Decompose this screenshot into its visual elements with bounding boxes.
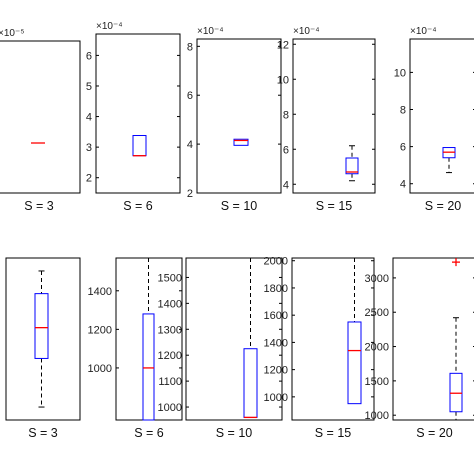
- y-tick-label: 1500: [158, 272, 182, 284]
- x-axis-label: S = 20: [416, 426, 453, 440]
- y-tick-label: 1400: [88, 286, 112, 298]
- y-tick-label: 10: [394, 67, 406, 79]
- box: [233, 138, 249, 146]
- panel-3: 2 4 6 8 ×10⁻⁴ S = 10: [187, 26, 282, 213]
- y-tick-label: 6: [283, 144, 289, 156]
- y-tick-label: 1200: [88, 324, 112, 336]
- y-tick-label: 2000: [264, 256, 288, 268]
- x-axis-label: S = 15: [316, 199, 353, 213]
- plot-frame: [185, 257, 283, 421]
- y-tick-label: 5: [86, 81, 92, 93]
- y-tick-label: 3: [86, 142, 92, 154]
- y-tick-label: 1500: [365, 376, 389, 388]
- x-axis-label: S = 6: [134, 426, 164, 440]
- panel-4: 4 6 8 10 12 ×10⁻⁴ S = 15: [277, 26, 376, 213]
- y-tick-label: 8: [283, 109, 289, 121]
- y-tick-label: 4: [86, 112, 92, 124]
- box: [449, 372, 463, 413]
- panel-5: 4 6 8 10 ×10⁻⁴ S = 20: [394, 26, 474, 213]
- y-tick-label: 4: [400, 179, 406, 191]
- plot-frame: [5, 257, 81, 421]
- y-tick-label: 1200: [264, 365, 288, 377]
- box: [34, 293, 49, 359]
- y-tick-label: 10: [277, 74, 289, 86]
- panel-8: 1000 1100 1200 1300 1400 1500 S = 10: [158, 257, 283, 440]
- box: [243, 348, 258, 418]
- y-tick-label: 1000: [365, 410, 389, 422]
- y-tick-label: 1000: [88, 363, 112, 375]
- y-tick-label: 1400: [158, 298, 182, 310]
- y-tick-label: 3000: [365, 273, 389, 285]
- box: [345, 157, 359, 175]
- x-axis-label: S = 20: [425, 199, 462, 213]
- x-axis-label: S = 15: [315, 426, 352, 440]
- panel-10: 1000 1500 2000 2500 3000 S = 20: [365, 257, 474, 440]
- y-tick-label: 6: [86, 50, 92, 62]
- box: [142, 313, 155, 421]
- y-tick-label: 2: [187, 188, 193, 200]
- box: [132, 135, 147, 157]
- y-tick-label: 1400: [264, 337, 288, 349]
- panel-9: 1000 1200 1400 1600 1800 2000 S = 15: [264, 256, 375, 440]
- y-tick-label: 1000: [264, 392, 288, 404]
- axis-exponent-label: ×10⁻⁴: [96, 21, 123, 32]
- plot-frame: [292, 38, 376, 194]
- box: [347, 321, 362, 405]
- y-tick-label: 2500: [365, 307, 389, 319]
- x-axis-label: S = 6: [123, 199, 153, 213]
- plot-frame: [95, 33, 181, 194]
- plot-frame: [409, 38, 474, 194]
- y-tick-label: 1200: [158, 350, 182, 362]
- y-tick-label: 1100: [158, 376, 182, 388]
- x-axis-label: S = 10: [221, 199, 258, 213]
- y-tick-label: 1600: [264, 310, 288, 322]
- plot-frame: [392, 257, 474, 421]
- y-tick-label: 6: [187, 90, 193, 102]
- y-tick-label: 8: [400, 105, 406, 117]
- y-tick-label: 4: [283, 179, 289, 191]
- plot-frame: [0, 40, 81, 194]
- plot-frame: [291, 257, 375, 421]
- y-tick-label: 12: [277, 39, 289, 51]
- y-tick-label: 2: [86, 173, 92, 185]
- y-tick-label: 2000: [365, 342, 389, 354]
- y-tick-label: 4: [187, 139, 193, 151]
- y-tick-label: 6: [400, 142, 406, 154]
- plot-frame: [196, 38, 282, 194]
- panel-6: S = 3: [5, 257, 81, 440]
- y-tick-label: 1000: [158, 402, 182, 414]
- axis-exponent-label: ×10⁻⁵: [0, 28, 24, 39]
- x-axis-label: S = 10: [216, 426, 253, 440]
- axis-exponent-label: ×10⁻⁴: [410, 26, 437, 37]
- panel-7: 1000 1200 1400 S = 6: [88, 257, 183, 440]
- y-tick-label: 8: [187, 41, 193, 53]
- panel-2: 2 3 4 5 6 ×10⁻⁴ S = 6: [86, 21, 181, 213]
- panel-1: ×10⁻⁵ S = 3: [0, 28, 81, 213]
- y-tick-label: 1800: [264, 283, 288, 295]
- x-axis-label: S = 3: [28, 426, 58, 440]
- y-tick-label: 1300: [158, 324, 182, 336]
- x-axis-label: S = 3: [24, 199, 54, 213]
- axis-exponent-label: ×10⁻⁴: [197, 26, 224, 37]
- axis-exponent-label: ×10⁻⁴: [293, 26, 320, 37]
